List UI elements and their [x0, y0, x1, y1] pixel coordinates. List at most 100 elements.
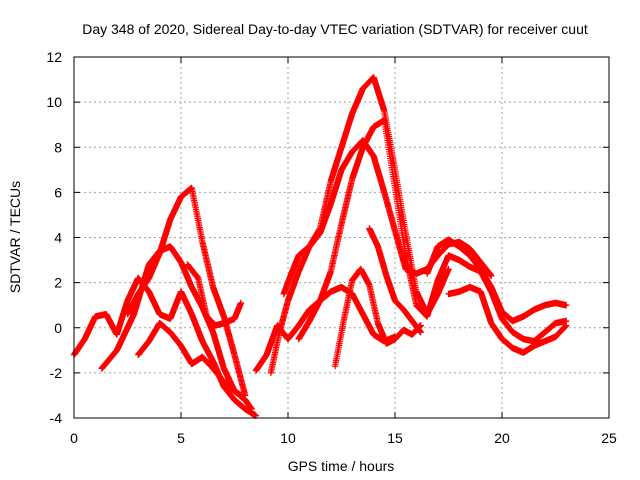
data-point-segment: [374, 320, 390, 346]
data-point-segment: [316, 269, 334, 304]
data-point-segment: [231, 300, 244, 322]
data-point-segment: [357, 265, 373, 288]
data-point-segment: [477, 259, 495, 279]
data-point-segment: [434, 241, 452, 259]
data-point-segment: [295, 243, 313, 259]
x-tick-label: 5: [177, 430, 185, 446]
series-track-12: [423, 236, 570, 325]
x-tick-label: 10: [280, 430, 296, 446]
data-point-segment: [456, 256, 473, 270]
axis-ticks: 0 5 10 15 20 25 -4 -2 0 2 4 6 8 10 12: [46, 49, 617, 446]
data-point-segment: [188, 311, 206, 344]
data-point-segment: [370, 153, 388, 195]
data-point-segment: [113, 311, 137, 354]
data-point-segment: [267, 330, 283, 377]
data-point-segment: [381, 189, 398, 233]
data-point-segment: [199, 353, 216, 372]
grid-layer: [74, 57, 609, 418]
data-point: [248, 405, 255, 413]
data-point-segment: [327, 167, 345, 207]
data-point-segment: [220, 378, 238, 394]
data-point-segment: [327, 222, 345, 275]
data-point-segment: [477, 265, 495, 290]
data-point-segment: [520, 306, 537, 320]
data-point-segment: [98, 347, 120, 372]
data-point-segment: [359, 311, 377, 337]
data-point-segment: [498, 315, 516, 335]
data-point-segment: [349, 145, 366, 182]
data-layer: [70, 74, 570, 419]
data-point: [563, 301, 570, 309]
y-tick-label: 12: [46, 49, 62, 65]
data-point-segment: [466, 252, 484, 272]
data-point-segment: [434, 253, 452, 284]
data-point-segment: [381, 117, 398, 189]
data-point-segment: [167, 243, 184, 265]
y-tick-label: 2: [54, 275, 62, 291]
data-point-segment: [167, 194, 184, 223]
data-point-segment: [498, 335, 516, 351]
x-tick-label: 15: [387, 430, 403, 446]
data-point-segment: [188, 184, 206, 244]
y-tick-label: 6: [54, 184, 62, 200]
series-track-11: [366, 225, 424, 336]
y-tick-label: 4: [54, 230, 62, 246]
data-point-segment: [374, 243, 390, 278]
data-point-segment: [509, 329, 527, 342]
data-point-segment: [408, 317, 424, 335]
data-point-segment: [263, 323, 281, 358]
data-point-segment: [327, 145, 345, 185]
data-point-segment: [284, 269, 302, 304]
data-point-segment: [145, 320, 163, 345]
series-track-4: [135, 320, 245, 399]
y-tick-label: -4: [50, 410, 63, 426]
y-tick-label: 10: [46, 94, 62, 110]
x-tick-label: 0: [70, 430, 78, 446]
data-point: [417, 329, 424, 336]
data-point-segment: [177, 288, 195, 317]
chart-title: Day 348 of 2020, Sidereal Day-to-day VTE…: [82, 21, 588, 37]
data-point-segment: [423, 278, 441, 320]
data-point-segment: [145, 288, 163, 317]
data-point-segment: [209, 329, 227, 371]
series-track-13: [445, 283, 570, 356]
data-point-segment: [338, 177, 355, 228]
data-point-segment: [340, 278, 355, 325]
data-point-segment: [276, 298, 291, 336]
data-point-segment: [488, 283, 505, 315]
data-point: [488, 272, 495, 280]
data-point-segment: [231, 396, 248, 412]
data-point-segment: [402, 252, 420, 307]
data-point: [445, 265, 452, 273]
data-point-segment: [466, 245, 484, 266]
data-point-segment: [488, 320, 505, 342]
y-tick-label: 0: [54, 320, 62, 336]
data-point-segment: [366, 225, 381, 249]
data-point-segment: [400, 306, 415, 324]
data-point-segment: [231, 351, 248, 398]
y-tick-label: -2: [50, 365, 63, 381]
y-axis-label: SDTVAR / TECUs: [7, 181, 23, 293]
data-point-segment: [209, 365, 227, 385]
data-point-segment: [359, 124, 377, 151]
data-point-segment: [295, 318, 313, 343]
data-point-segment: [331, 319, 347, 370]
data-point-segment: [167, 329, 184, 349]
data-point-segment: [383, 272, 398, 303]
data-point-segment: [423, 244, 441, 277]
data-point-segment: [135, 275, 152, 298]
data-point-segment: [209, 283, 227, 319]
data-point-segment: [289, 253, 302, 275]
x-tick-label: 25: [601, 430, 617, 446]
data-point-segment: [199, 238, 216, 289]
data-point-segment: [338, 149, 355, 173]
data-point-segment: [530, 329, 548, 345]
data-point-segment: [242, 396, 255, 412]
data-point-segment: [145, 250, 163, 282]
data-point-segment: [184, 261, 201, 281]
data-point-segment: [81, 314, 99, 343]
data-point-segment: [177, 342, 195, 367]
x-tick-label: 20: [494, 430, 510, 446]
data-point-segment: [541, 320, 559, 336]
